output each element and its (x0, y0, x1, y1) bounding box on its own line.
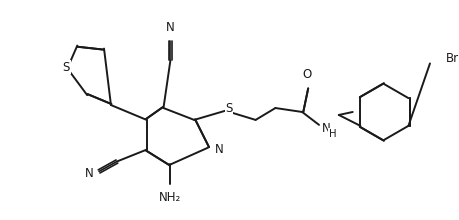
Text: N: N (84, 167, 93, 180)
Text: H: H (328, 129, 336, 139)
Text: NH₂: NH₂ (159, 191, 181, 204)
Text: N: N (214, 143, 223, 156)
Text: O: O (302, 68, 311, 81)
Text: N: N (166, 21, 174, 34)
Text: N: N (321, 122, 330, 135)
Text: Br: Br (445, 52, 458, 65)
Text: S: S (62, 61, 70, 74)
Text: S: S (224, 101, 232, 115)
